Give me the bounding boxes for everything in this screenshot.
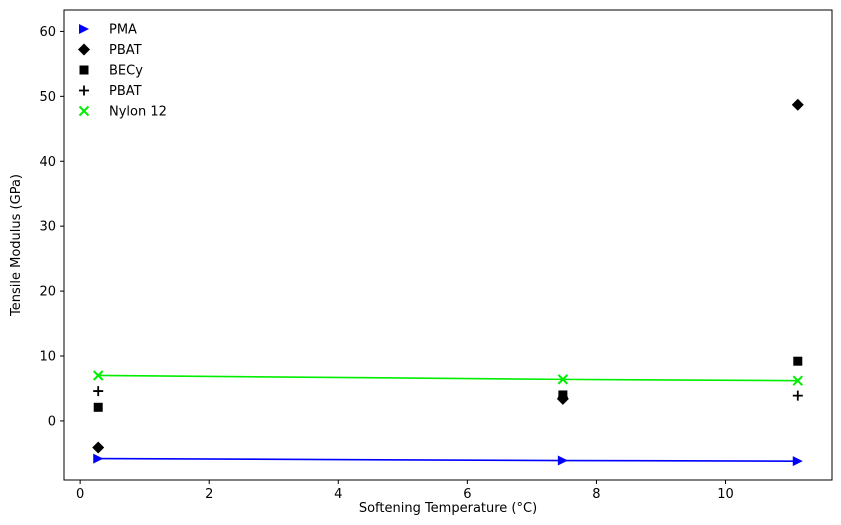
legend-label-pbat-1: PBAT — [109, 43, 142, 58]
point-pma-0-0 — [93, 453, 104, 464]
point-pbat-3-2 — [792, 390, 803, 401]
legend-label-pma-0: PMA — [109, 23, 137, 38]
y-tick-label: 20 — [39, 285, 56, 300]
x-tick-label: 10 — [717, 487, 734, 502]
x-axis-ticks: 0 2 4 6 8 10 — [76, 480, 734, 502]
x-tick-label: 4 — [334, 487, 342, 502]
y-tick-label: 40 — [39, 155, 56, 170]
x-tick-label: 2 — [205, 487, 213, 502]
legend-marker-nylon-12-4 — [78, 105, 90, 117]
legend-marker-pma-0 — [79, 24, 89, 34]
y-tick-label: 50 — [39, 90, 56, 105]
point-nylon-12-4-0 — [92, 370, 104, 381]
point-pma-0-2 — [792, 456, 803, 467]
legend-marker-pbat-3 — [79, 85, 89, 96]
legend-label-pbat-3: PBAT — [109, 84, 142, 99]
y-tick-label: 30 — [39, 220, 56, 235]
legend-label-nylon-12-4: Nylon 12 — [109, 105, 167, 120]
plot-frame — [63, 9, 833, 481]
point-pbat-1-0 — [92, 441, 105, 454]
point-becy-2-2 — [793, 356, 803, 366]
y-axis-ticks: 0 10 20 30 40 50 60 — [39, 25, 64, 429]
legend-label-becy-2: BECy — [109, 64, 143, 79]
x-tick-label: 0 — [76, 487, 84, 502]
y-tick-label: 60 — [39, 25, 56, 40]
y-tick-label: 0 — [48, 414, 56, 429]
x-tick-label: 8 — [592, 487, 600, 502]
point-nylon-12-4-2 — [792, 375, 804, 386]
point-becy-2-0 — [93, 402, 103, 412]
point-pbat-3-1 — [557, 392, 568, 403]
point-nylon-12-4-1 — [557, 374, 569, 385]
legend-marker-pbat-1 — [78, 43, 90, 56]
legend-marker-becy-2 — [79, 65, 89, 75]
point-pbat-1-2 — [791, 98, 804, 111]
x-axis-label: Softening Temperature (°C) — [359, 501, 537, 516]
plot-background — [64, 10, 832, 480]
data-points — [92, 98, 804, 467]
point-pma-0-1 — [557, 455, 568, 466]
y-axis-label: Tensile Modulus (GPa) — [9, 174, 24, 317]
legend: PMA PBAT BECy PBAT Nylon 12 — [78, 23, 167, 120]
y-tick-label: 10 — [39, 350, 56, 365]
point-pbat-3-0 — [93, 386, 104, 397]
x-tick-label: 6 — [463, 487, 471, 502]
